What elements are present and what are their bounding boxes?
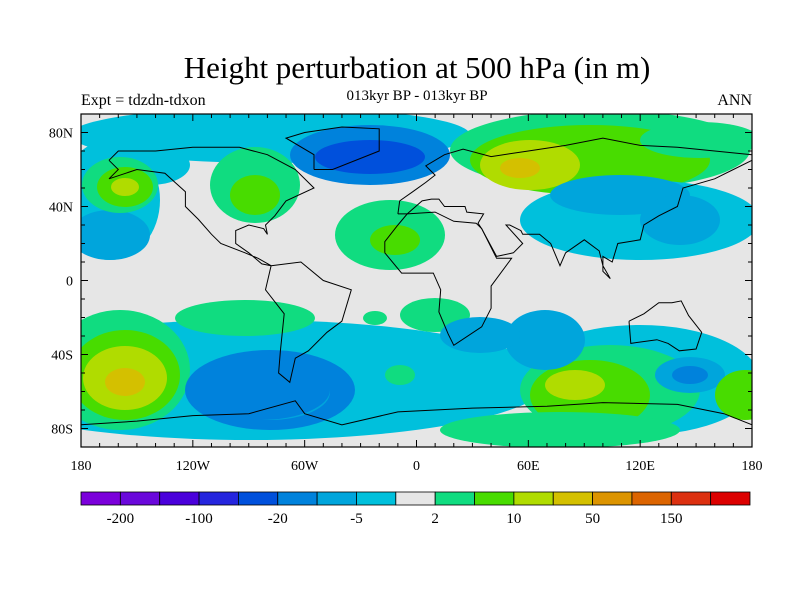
- contour-region: [175, 300, 315, 336]
- coastlines: [81, 126, 752, 426]
- x-tick-label: 60W: [291, 459, 319, 474]
- colorbar-box: [356, 491, 397, 506]
- colorbar-box: [670, 491, 712, 506]
- coastline-eurasia: [397, 137, 752, 279]
- colorbar-box: [434, 491, 475, 506]
- contour-region: [715, 370, 752, 420]
- contour-region: [440, 317, 520, 353]
- colorbar-label: -200: [107, 511, 135, 527]
- colorbar-box: [277, 491, 318, 506]
- colorbar-box: [198, 491, 239, 506]
- y-tick-label: 40N: [49, 201, 73, 216]
- colorbar-box: [395, 491, 436, 506]
- coastline-africa: [384, 211, 513, 347]
- colorbar-box: [631, 491, 672, 506]
- colorbar-box: [316, 491, 357, 506]
- contour-region: [190, 360, 330, 420]
- x-tick-label: 60E: [517, 459, 540, 474]
- y-tick-label: 80N: [49, 127, 73, 142]
- contour-region: [640, 122, 752, 158]
- contour-region: [111, 178, 139, 196]
- coastline-antarctica: [81, 400, 752, 426]
- colorbar-box: [238, 491, 279, 506]
- x-tick-label: 0: [413, 459, 420, 474]
- colorbar-box: [552, 491, 593, 506]
- contour-region: [500, 158, 540, 178]
- experiment-label: Expt = tdzdn-tdxon: [81, 92, 206, 109]
- colorbar-label: -100: [185, 511, 213, 527]
- x-tick-label: 180: [71, 459, 92, 474]
- contour-field: [81, 114, 752, 447]
- coastline-greenland: [284, 126, 380, 170]
- contour-region: [440, 412, 680, 447]
- x-tick-label: 120W: [176, 459, 211, 474]
- contour-region: [315, 140, 425, 174]
- y-tick-label: 0: [66, 275, 73, 290]
- x-tick-label: 180: [742, 459, 763, 474]
- contour-region: [81, 210, 150, 260]
- colorbar-box: [513, 491, 554, 506]
- colorbar-box: [592, 491, 633, 506]
- colorbar-box: [710, 491, 751, 506]
- y-tick-label: 80S: [51, 423, 73, 438]
- colorbar-box: [159, 491, 200, 506]
- colorbar-label: -5: [350, 511, 363, 527]
- colorbar: -200 -100 -20 -5 2 10 50 150: [80, 491, 751, 527]
- colorbar-label: 10: [506, 511, 521, 527]
- colorbar-box: [119, 491, 161, 506]
- colorbar-label: -20: [268, 511, 288, 527]
- coastline-north-america: [108, 146, 315, 267]
- axis-labels: 180 120W 60W 0 60E 120E 180 80N 40N 0 40S 80S: [49, 127, 763, 475]
- colorbar-box: [80, 491, 121, 506]
- colorbar-label: 150: [660, 511, 683, 527]
- colorbar-box: [474, 491, 515, 506]
- contour-region: [105, 368, 145, 396]
- season-label: ANN: [717, 92, 752, 109]
- y-tick-label: 40S: [51, 349, 73, 364]
- contour-region: [370, 225, 420, 255]
- contour-region: [672, 366, 708, 384]
- colorbar-label: 50: [585, 511, 600, 527]
- plot-title: Height perturbation at 500 hPa (in m): [183, 50, 651, 85]
- contour-region: [640, 195, 720, 245]
- axis-ticks: [80, 113, 753, 448]
- period-label: 013kyr BP - 013kyr BP: [346, 88, 488, 104]
- coastline-south-america: [264, 261, 352, 384]
- coastline-australia: [628, 300, 703, 352]
- colorbar-label: 2: [431, 511, 439, 527]
- contour-region: [545, 370, 605, 400]
- x-tick-label: 120E: [625, 459, 655, 474]
- contour-region: [505, 310, 585, 370]
- contour-region: [385, 365, 415, 385]
- contour-region: [230, 175, 280, 215]
- contour-region: [363, 311, 387, 325]
